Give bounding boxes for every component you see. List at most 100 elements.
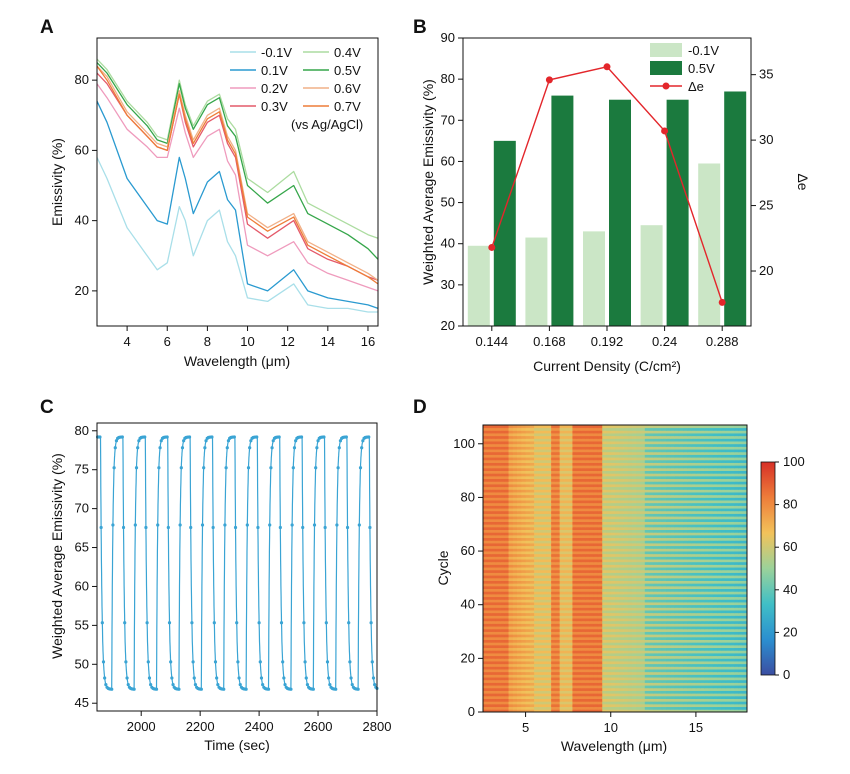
chart-d-heatmap-cell [585,593,590,598]
chart-d-heatmap-cell [725,572,731,576]
chart-b-bar-05v [724,91,747,326]
chart-d-heatmap-cell [661,596,667,600]
chart-d-heatmap-cell [644,706,650,710]
chart-d-heatmap-cell [717,685,722,689]
chart-d-heatmap-cell [653,658,658,662]
chart-d-heatmap-cell [627,639,633,643]
chart-d-heatmap-cell [640,526,646,531]
chart-d-heatmap-cell [717,674,722,678]
chart-d-heatmap-cell [551,540,556,544]
chart-d-heatmap-cell [487,703,492,708]
chart-d-heatmap-cell [495,607,501,611]
chart-d-heatmap-cell [657,607,663,611]
chart-d-heatmap-cell [687,695,693,699]
chart-d-heatmap-cell [576,602,582,606]
chart-d-heatmap-cell [517,569,522,573]
chart-d-heatmap-cell [593,591,599,595]
chart-d-heatmap-cell [568,620,573,624]
chart-d-heatmap-cell [576,644,582,649]
chart-d-heatmap-cell [602,644,607,649]
chart-d-heatmap-cell [585,534,590,539]
chart-d-heatmap-cell [636,655,641,659]
chart-d-heatmap-cell [593,572,599,576]
chart-d-heatmap-cell [602,701,607,705]
chart-d-heatmap-cell [504,661,509,665]
chart-d-heatmap-cell [691,567,697,571]
chart-d-heatmap-cell [487,636,492,640]
chart-d-heatmap-cell [563,545,569,549]
chart-d-heatmap-cell [542,580,548,584]
chart-d-heatmap-row [483,521,748,525]
chart-d-heatmap-cell [687,690,693,694]
chart-d-heatmap-cell [712,543,718,547]
chart-d-heatmap-cell [657,677,663,681]
chart-d-heatmap-cell [572,652,578,657]
chart-d-heatmap-cell [661,682,667,686]
chart-d-heatmap-cell [589,516,595,520]
chart-d-heatmap-cell [742,679,748,683]
chart-d-heatmap-cell [661,534,667,539]
chart-d-heatmap-cell [521,685,526,689]
chart-d-heatmap-cell [691,671,697,675]
chart-d-heatmap-cell [568,655,573,659]
chart-d-heatmap-cell [649,524,654,528]
chart-c-data-point [349,676,353,680]
chart-d-heatmap-cell [644,618,650,622]
chart-d-heatmap-cell [606,577,612,581]
chart-d-heatmap-cell [551,669,556,673]
chart-d-heatmap-cell [495,612,501,616]
chart-b-legend-label: -0.1V [688,43,719,58]
chart-d-heatmap-cell [585,580,590,584]
chart-d-heatmap-cell [610,652,616,657]
chart-d-heatmap-cell [712,634,718,638]
chart-d-heatmap-cell [508,516,514,520]
chart-d-heatmap-cell [691,543,697,547]
chart-d-heatmap-cell [555,644,561,649]
chart-b-ticks: 0.144 0.168 0.192 0.24 0.2882030405060708090… [441,30,774,349]
chart-d-heatmap-cell [555,534,561,539]
chart-d-heatmap-cell [725,687,731,691]
chart-d-heatmap-cell [512,677,518,681]
chart-d-heatmap-row [483,537,748,541]
chart-d-heatmap-cell [559,669,565,673]
chart-d-heatmap-cell [597,545,603,549]
chart-d-heatmap-cell [619,636,624,640]
chart-d-heatmap-cell [657,588,663,592]
chart-d-heatmap-cell [649,537,654,541]
chart-d-heatmap-cell [644,679,650,683]
chart-d-heatmap-cell [512,661,518,665]
chart-d-heatmap-cell [521,650,526,654]
chart-d-heatmap-cell [593,626,599,630]
chart-d-heatmap-cell [734,690,739,694]
chart-d-heatmap-cell [619,647,624,651]
chart-d-heatmap-cell [508,567,514,571]
chart-d-heatmap-cell [559,607,565,611]
chart-c-data-point [223,523,227,527]
chart-d-heatmap-cell [542,518,548,522]
chart-d-heatmap-cell [483,593,488,598]
chart-d-heatmap-cell [597,532,603,536]
chart-d-heatmap-cell [529,569,535,573]
chart-d-heatmap-cell [717,564,722,568]
chart-d-heatmap-cell [640,682,646,686]
chart-d-heatmap-cell [589,698,595,702]
chart-d-heatmap-cell [500,585,505,590]
chart-d-heatmap-cell [674,518,680,522]
chart-d-heatmap-cell [683,580,688,584]
chart-d-heatmap-cell [644,674,650,678]
chart-d-heatmap-cell [572,666,578,670]
chart-d-heatmap-cell [529,543,535,547]
chart-d-heatmap-cell [691,548,697,552]
chart-d-heatmap-cell [491,545,497,549]
chart-d-heatmap-cell [580,564,586,568]
chart-d-heatmap-cell [546,545,552,549]
chart-d-heatmap-cell [644,652,650,657]
chart-d-heatmap-cell [632,658,637,662]
chart-d-heatmap-cell [695,524,701,528]
chart-d-heatmap-cell [589,553,595,557]
chart-d-heatmap-cell [576,569,582,573]
chart-d-heatmap-cell [717,596,722,600]
chart-d-heatmap-cell [606,610,612,614]
chart-d-heatmap-cell [580,604,586,608]
chart-d-heatmap-cell [734,677,739,681]
